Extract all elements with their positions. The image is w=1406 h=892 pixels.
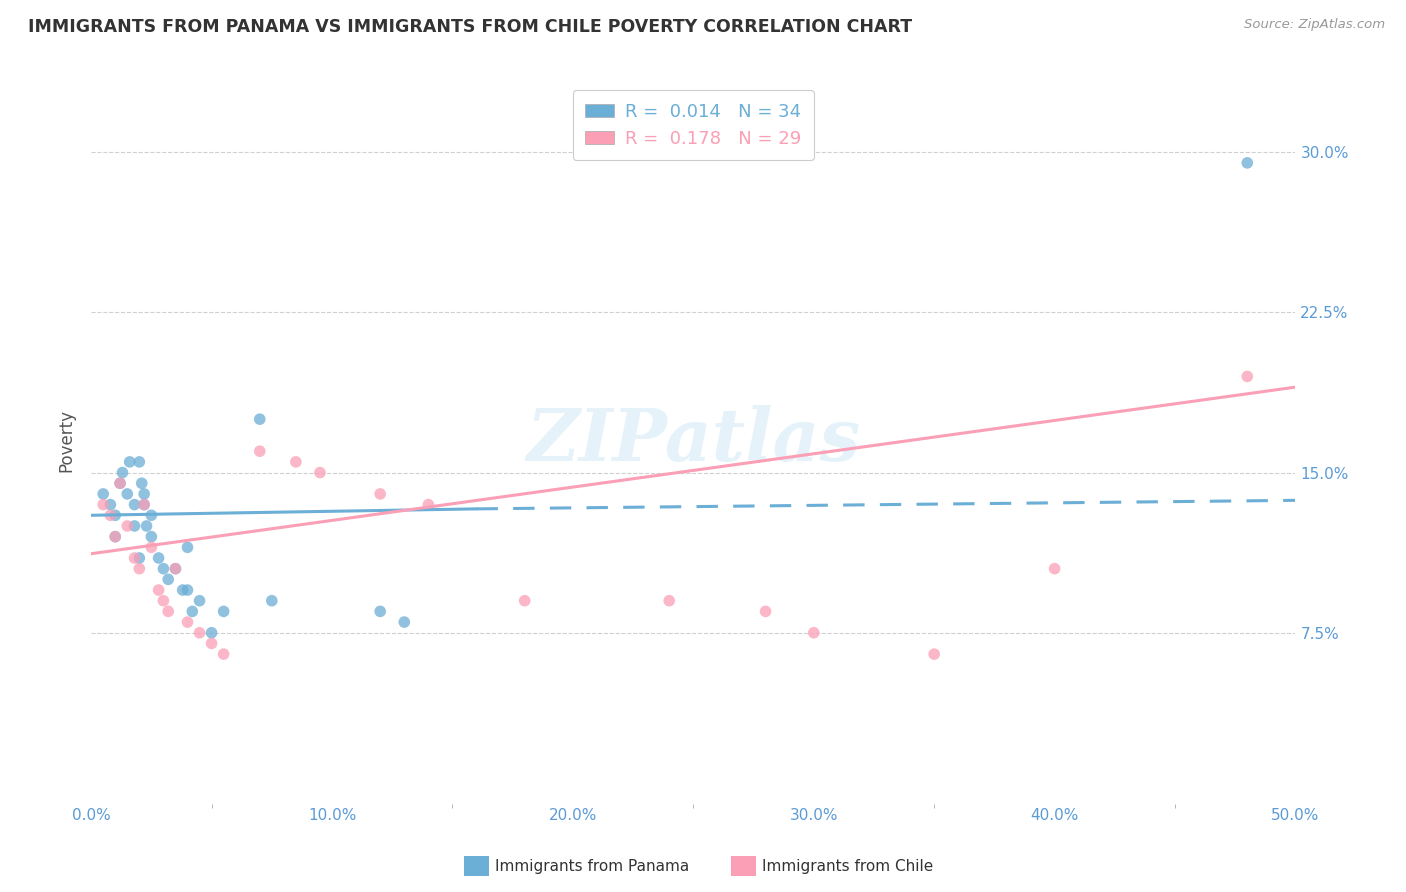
Point	[100, 498, 122, 512]
Legend: R =  0.014   N = 34, R =  0.178   N = 29: R = 0.014 N = 34, R = 0.178 N = 29	[572, 90, 814, 161]
Point	[1236, 369, 1258, 384]
Point	[128, 562, 150, 576]
Point	[141, 530, 163, 544]
Point	[188, 625, 211, 640]
Point	[135, 519, 157, 533]
Point	[188, 593, 211, 607]
Point	[111, 466, 134, 480]
Point	[134, 487, 156, 501]
Point	[108, 476, 131, 491]
Point	[200, 636, 222, 650]
Point	[131, 476, 153, 491]
Point	[152, 562, 174, 576]
Point	[117, 487, 139, 501]
Point	[513, 593, 536, 607]
Point	[394, 615, 416, 629]
Point	[157, 573, 180, 587]
Point	[181, 604, 204, 618]
Point	[176, 582, 198, 597]
Point	[165, 562, 187, 576]
Point	[200, 625, 222, 640]
Point	[118, 455, 141, 469]
Point	[284, 455, 307, 469]
Y-axis label: Poverty: Poverty	[58, 409, 75, 472]
Point	[165, 562, 187, 576]
Point	[172, 582, 194, 597]
Text: Immigrants from Panama: Immigrants from Panama	[495, 859, 689, 873]
Point	[91, 487, 114, 501]
Point	[134, 498, 156, 512]
Point	[104, 530, 127, 544]
Point	[124, 551, 146, 566]
Point	[152, 593, 174, 607]
Point	[658, 593, 681, 607]
Point	[212, 647, 235, 661]
Point	[148, 551, 170, 566]
Point	[176, 541, 198, 555]
Point	[249, 412, 271, 426]
Point	[100, 508, 122, 523]
Point	[117, 519, 139, 533]
Point	[1236, 156, 1258, 170]
Point	[134, 498, 156, 512]
Point	[124, 498, 146, 512]
Point	[157, 604, 180, 618]
Point	[124, 519, 146, 533]
Point	[368, 604, 391, 618]
Point	[104, 508, 127, 523]
Point	[1043, 562, 1066, 576]
Point	[249, 444, 271, 458]
Point	[104, 530, 127, 544]
Text: IMMIGRANTS FROM PANAMA VS IMMIGRANTS FROM CHILE POVERTY CORRELATION CHART: IMMIGRANTS FROM PANAMA VS IMMIGRANTS FRO…	[28, 18, 912, 36]
Point	[128, 455, 150, 469]
Point	[803, 625, 825, 640]
Point	[212, 604, 235, 618]
Point	[260, 593, 283, 607]
Point	[141, 541, 163, 555]
Point	[754, 604, 776, 618]
Point	[108, 476, 131, 491]
Text: Immigrants from Chile: Immigrants from Chile	[762, 859, 934, 873]
Point	[141, 508, 163, 523]
Point	[148, 582, 170, 597]
Point	[368, 487, 391, 501]
Text: Source: ZipAtlas.com: Source: ZipAtlas.com	[1244, 18, 1385, 31]
Point	[128, 551, 150, 566]
Point	[922, 647, 945, 661]
Text: ZIPatlas: ZIPatlas	[526, 405, 860, 476]
Point	[176, 615, 198, 629]
Point	[309, 466, 332, 480]
Point	[91, 498, 114, 512]
Point	[418, 498, 440, 512]
